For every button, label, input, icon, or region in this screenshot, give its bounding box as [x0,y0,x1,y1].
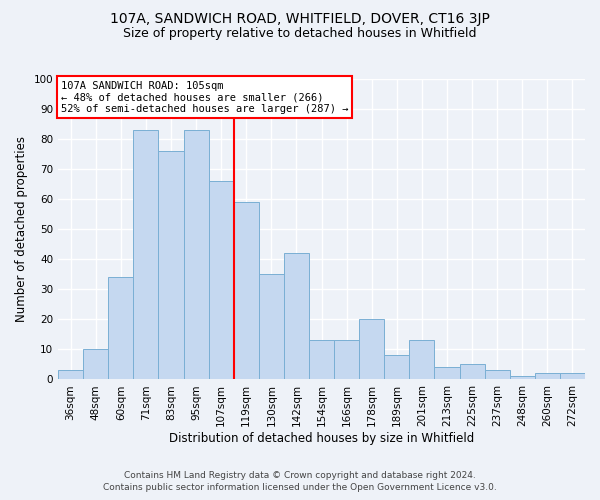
Bar [133,130,158,380]
Bar [409,340,434,380]
Bar [108,278,133,380]
Bar [58,370,83,380]
Bar [460,364,485,380]
Bar [485,370,510,380]
Bar [233,202,259,380]
Bar [334,340,359,380]
Text: 107A, SANDWICH ROAD, WHITFIELD, DOVER, CT16 3JP: 107A, SANDWICH ROAD, WHITFIELD, DOVER, C… [110,12,490,26]
X-axis label: Distribution of detached houses by size in Whitfield: Distribution of detached houses by size … [169,432,474,445]
Text: Contains HM Land Registry data © Crown copyright and database right 2024.: Contains HM Land Registry data © Crown c… [124,471,476,480]
Bar [158,151,184,380]
Bar [434,368,460,380]
Bar [359,320,384,380]
Bar [535,374,560,380]
Text: Size of property relative to detached houses in Whitfield: Size of property relative to detached ho… [123,28,477,40]
Bar [384,356,409,380]
Bar [560,374,585,380]
Text: 107A SANDWICH ROAD: 105sqm
← 48% of detached houses are smaller (266)
52% of sem: 107A SANDWICH ROAD: 105sqm ← 48% of deta… [61,80,348,114]
Bar [209,181,233,380]
Bar [259,274,284,380]
Bar [284,254,309,380]
Text: Contains public sector information licensed under the Open Government Licence v3: Contains public sector information licen… [103,484,497,492]
Y-axis label: Number of detached properties: Number of detached properties [15,136,28,322]
Bar [309,340,334,380]
Bar [510,376,535,380]
Bar [184,130,209,380]
Bar [83,350,108,380]
